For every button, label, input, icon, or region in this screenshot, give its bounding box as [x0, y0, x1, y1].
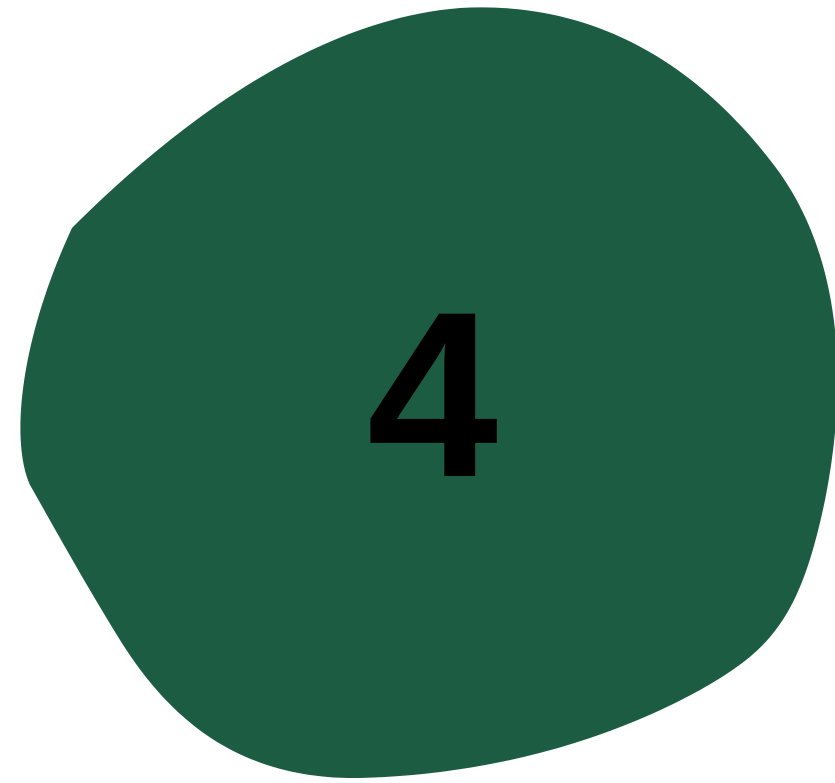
badge-number-text: 4 [366, 262, 499, 527]
